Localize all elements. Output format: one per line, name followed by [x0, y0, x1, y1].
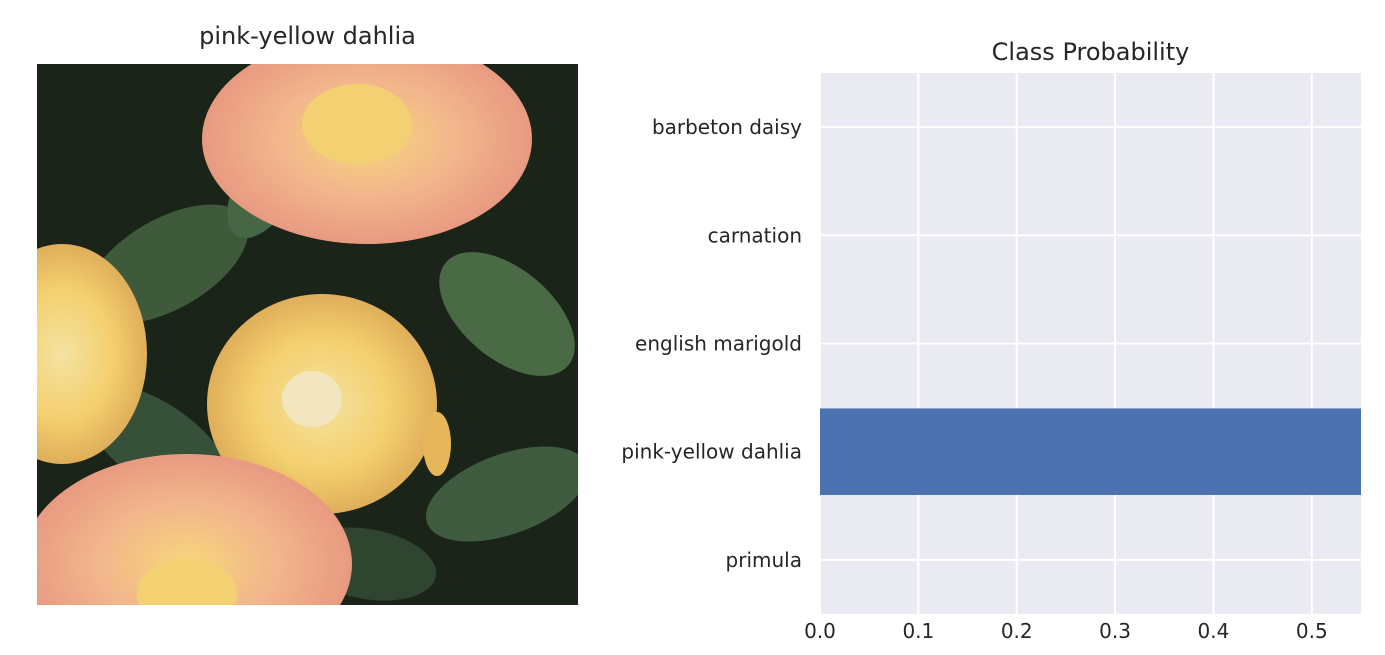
image-title: pink-yellow dahlia [199, 22, 416, 50]
category-label: barbeton daisy [652, 115, 802, 139]
x-tick-labels: 0.0 0.1 0.2 0.3 0.4 0.5 [804, 619, 1328, 643]
x-tick-label: 0.0 [804, 619, 836, 643]
x-tick-label: 0.1 [902, 619, 934, 643]
x-tick-label: 0.2 [1001, 619, 1033, 643]
category-label: english marigold [635, 332, 802, 356]
category-label: carnation [708, 223, 802, 247]
chart-title: Class Probability [992, 38, 1190, 66]
bars [820, 408, 1361, 495]
flower-photo [37, 64, 578, 605]
category-label: primula [726, 548, 802, 572]
x-tick-label: 0.3 [1099, 619, 1131, 643]
category-labels: barbeton daisy carnation english marigold p… [621, 115, 802, 572]
bar [820, 408, 1361, 495]
category-label: pink-yellow dahlia [621, 440, 802, 464]
x-tick-label: 0.4 [1198, 619, 1230, 643]
x-tick-label: 0.5 [1296, 619, 1328, 643]
